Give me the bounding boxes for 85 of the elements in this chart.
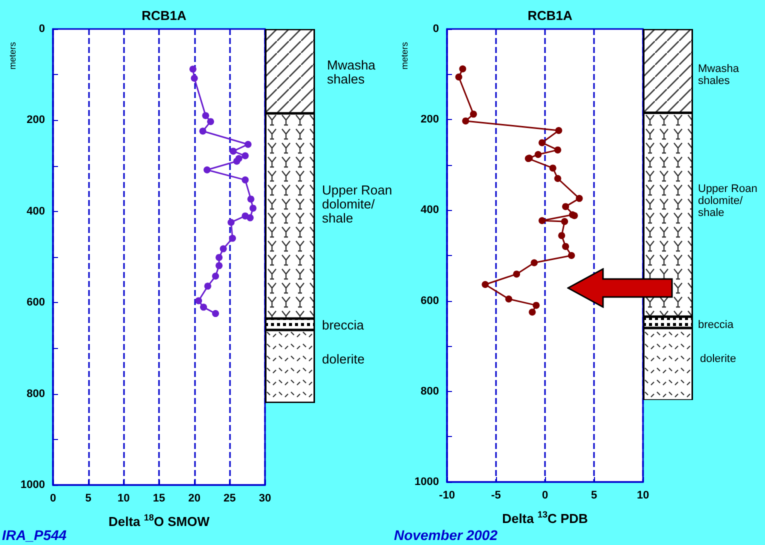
y-tick-label: 1000: [20, 479, 45, 491]
point: [228, 218, 235, 226]
point: [233, 158, 240, 165]
point: [247, 196, 254, 203]
point: [249, 204, 256, 212]
text: breccia: [322, 318, 365, 332]
point: [513, 270, 520, 278]
y-axis-title: meters: [400, 42, 410, 70]
point: [505, 295, 512, 302]
point: [242, 212, 249, 220]
point: [189, 66, 196, 73]
x-tick-label: 30: [258, 492, 272, 504]
y-tick-label: 200: [26, 114, 45, 126]
point: [207, 118, 214, 126]
point: [561, 218, 568, 226]
x-tick-label: 5: [85, 492, 92, 504]
y-tick-label: 1000: [414, 476, 439, 488]
point: [530, 259, 538, 266]
y-tick-label: 0: [38, 23, 45, 35]
point: [549, 164, 556, 172]
x-tick-label: 0: [50, 492, 56, 504]
point: [555, 126, 562, 134]
y-tick-label: 400: [26, 205, 45, 218]
point: [532, 302, 540, 309]
point: [200, 304, 208, 311]
point: [216, 254, 223, 261]
point: [562, 242, 570, 250]
point: [554, 146, 562, 154]
point: [220, 245, 227, 252]
point: [199, 128, 206, 135]
x-tick-label: 20: [188, 492, 200, 504]
y-tick-label: 400: [420, 204, 439, 216]
y-tick-label: 800: [420, 385, 439, 398]
point: [534, 150, 542, 158]
x-tick-label: 15: [152, 492, 166, 504]
point: [558, 232, 566, 240]
x-tick-label: 10: [118, 492, 130, 504]
point: [455, 74, 462, 81]
text: Mwasha shales: [327, 58, 376, 86]
point: [462, 117, 470, 124]
point: [482, 280, 489, 288]
y-axis-title: meters: [8, 42, 18, 70]
y-tick-label: 800: [26, 388, 45, 400]
text: dolerite: [322, 352, 365, 366]
point: [229, 234, 236, 242]
point: [212, 310, 220, 318]
x-tick-label: 10: [636, 490, 650, 502]
point: [554, 174, 562, 182]
x-tick-label: -5: [491, 490, 501, 502]
point: [562, 203, 570, 210]
x-tick-label: 25: [224, 492, 236, 504]
point: [459, 65, 466, 72]
x-tick-label: -10: [439, 490, 455, 502]
point: [242, 152, 249, 160]
y-tick-label: 0: [432, 23, 439, 35]
point: [244, 140, 252, 148]
point: [568, 252, 575, 259]
point: [216, 262, 223, 270]
text: Upper Roan dolomite/ shale: [698, 183, 758, 219]
text: Mwasha shales: [698, 63, 740, 87]
point: [538, 139, 546, 146]
text: November 2002: [394, 527, 498, 543]
point: [190, 74, 198, 82]
point: [576, 194, 583, 202]
point: [470, 110, 477, 118]
y-tick-label: 600: [420, 294, 439, 307]
y-tick-label: 600: [26, 296, 45, 309]
point: [230, 148, 237, 155]
point: [538, 217, 546, 224]
point: [528, 308, 536, 316]
x-tick-label: 0: [542, 490, 548, 502]
point: [242, 176, 249, 184]
point: [204, 166, 211, 174]
text: Upper Roan dolomite/ shale: [322, 182, 392, 226]
point: [204, 282, 212, 290]
point: [195, 297, 202, 304]
text: dolerite: [700, 353, 736, 365]
chart-title: RCB1A: [142, 8, 187, 23]
x-tick-label: 5: [590, 490, 598, 502]
chart-title: RCB1A: [528, 8, 573, 23]
text: IRA_P544: [2, 527, 67, 543]
point: [212, 272, 220, 280]
point: [202, 112, 210, 120]
text: breccia: [698, 319, 734, 331]
y-tick-label: 200: [420, 114, 439, 126]
